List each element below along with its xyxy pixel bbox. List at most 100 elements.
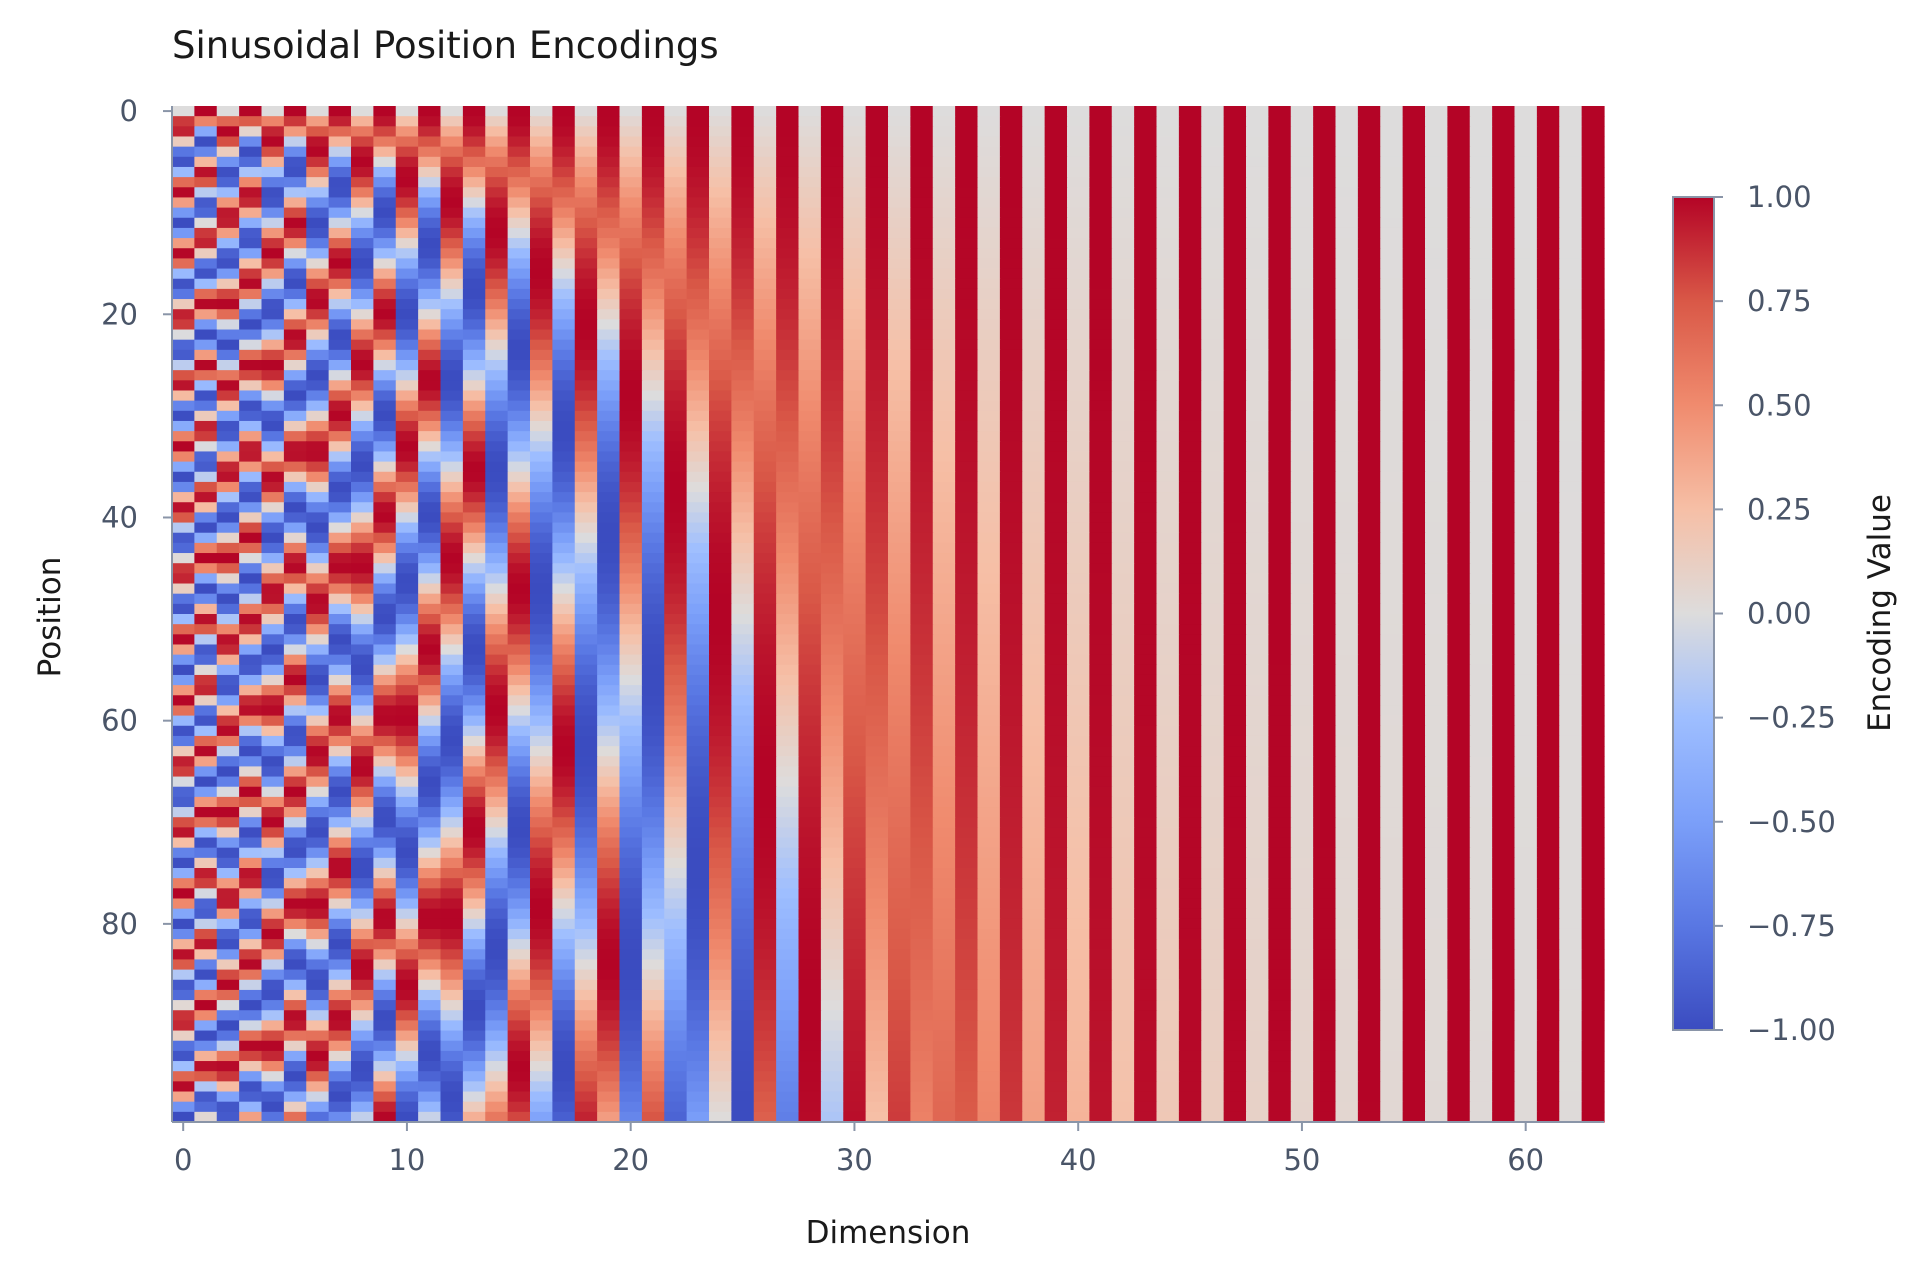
heatmap-cell — [1201, 695, 1225, 707]
heatmap-cell — [530, 878, 553, 889]
heatmap-cell — [865, 278, 889, 290]
heatmap-cell — [306, 542, 330, 554]
heatmap-cell — [1559, 573, 1583, 585]
heatmap-cell — [932, 603, 956, 615]
heatmap-cell — [1469, 471, 1493, 483]
heatmap-cell — [216, 339, 240, 351]
heatmap-cell — [418, 685, 442, 696]
heatmap-cell — [440, 624, 464, 635]
heatmap-cell — [1178, 248, 1202, 259]
heatmap-cell — [1447, 725, 1471, 737]
heatmap-cell — [1492, 563, 1516, 574]
heatmap-cell — [552, 380, 576, 392]
heatmap-cell — [731, 583, 755, 595]
heatmap-cell — [977, 766, 1001, 778]
heatmap-cell — [1492, 766, 1516, 778]
heatmap-cell — [485, 197, 509, 209]
heatmap-cell — [239, 898, 263, 910]
heatmap-cell — [306, 837, 330, 849]
heatmap-cell — [619, 847, 643, 859]
heatmap-cell — [1447, 156, 1471, 168]
heatmap-cell — [1044, 624, 1068, 635]
heatmap-cell — [597, 319, 621, 331]
heatmap-cell — [597, 593, 621, 605]
heatmap-cell — [373, 807, 397, 818]
heatmap-cell — [999, 603, 1023, 615]
heatmap-cell — [1492, 400, 1516, 412]
heatmap-cell — [351, 878, 374, 889]
heatmap-cell — [776, 624, 800, 635]
heatmap-cell — [1469, 380, 1493, 392]
heatmap-cell — [1335, 492, 1359, 503]
heatmap-cell — [239, 857, 263, 869]
heatmap-cell — [597, 502, 621, 513]
heatmap-cell — [328, 431, 352, 442]
heatmap-cell — [865, 136, 889, 148]
heatmap-cell — [1335, 441, 1359, 453]
heatmap-cell — [1268, 146, 1292, 158]
heatmap-cell — [977, 400, 1001, 412]
heatmap-cell — [1536, 542, 1560, 554]
heatmap-cell — [888, 624, 911, 635]
heatmap-cell — [1492, 106, 1516, 117]
heatmap-cell — [1402, 878, 1426, 889]
heatmap-cell — [172, 227, 195, 239]
heatmap-cell — [1178, 735, 1202, 747]
heatmap-cell — [664, 603, 688, 615]
heatmap-cell — [1134, 756, 1158, 767]
heatmap-cell — [261, 878, 285, 889]
heatmap-cell — [1447, 380, 1471, 392]
heatmap-cell — [418, 258, 442, 270]
heatmap-cell — [1447, 410, 1471, 422]
heatmap-cell — [798, 674, 822, 686]
heatmap-cell — [709, 410, 732, 422]
heatmap-cell — [1067, 664, 1090, 676]
heatmap-cell — [1134, 735, 1158, 747]
heatmap-cell — [351, 420, 374, 432]
heatmap-cell — [306, 126, 330, 138]
heatmap-cell — [485, 441, 509, 453]
heatmap-cell — [1536, 390, 1560, 402]
heatmap-cell — [1559, 481, 1583, 493]
heatmap-cell — [955, 756, 979, 767]
heatmap-cell — [641, 878, 665, 889]
heatmap-cell — [172, 725, 195, 737]
heatmap-cell — [418, 827, 442, 839]
heatmap-cell — [507, 695, 531, 707]
heatmap-cell — [1492, 715, 1516, 727]
heatmap-cell — [1469, 705, 1493, 717]
heatmap-cell — [283, 207, 307, 219]
heatmap-cell — [1380, 471, 1404, 483]
heatmap-cell — [1201, 360, 1225, 371]
heatmap-cell — [1134, 512, 1158, 524]
heatmap-cell — [664, 746, 688, 757]
heatmap-cell — [1357, 553, 1381, 564]
heatmap-cell — [574, 431, 598, 442]
heatmap-cell — [283, 847, 307, 859]
heatmap-cell — [1447, 146, 1471, 158]
heatmap-cell — [1178, 451, 1202, 463]
heatmap-cell — [1357, 288, 1381, 300]
heatmap-cell — [1559, 258, 1583, 270]
heatmap-cell — [1223, 319, 1247, 331]
heatmap-cell — [865, 766, 889, 778]
heatmap-cell — [709, 796, 732, 808]
heatmap-cell — [820, 390, 844, 402]
heatmap-cell — [239, 583, 263, 595]
heatmap-cell — [1357, 776, 1381, 788]
heatmap-cell — [731, 715, 755, 727]
heatmap-cell — [619, 156, 643, 168]
heatmap-cell — [641, 532, 665, 544]
heatmap-cell — [955, 461, 979, 473]
heatmap-cell — [798, 197, 822, 209]
heatmap-cell — [351, 238, 374, 249]
heatmap-cell — [1492, 329, 1516, 341]
heatmap-cell — [820, 126, 844, 138]
heatmap-cell — [283, 420, 307, 432]
heatmap-cell — [395, 177, 419, 188]
heatmap-cell — [955, 614, 979, 625]
heatmap-cell — [843, 481, 867, 493]
heatmap-cell — [709, 238, 732, 249]
heatmap-cell — [1178, 583, 1202, 595]
heatmap-cell — [1335, 888, 1359, 900]
